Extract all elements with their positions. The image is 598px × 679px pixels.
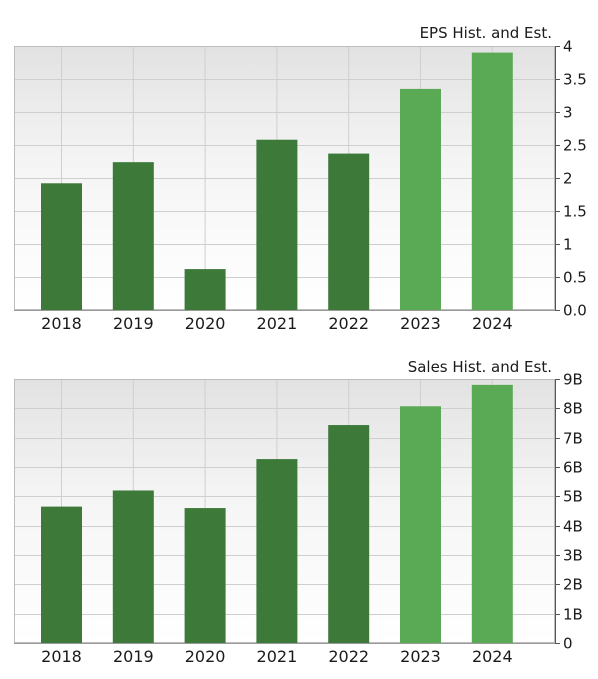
eps-bar-2019 [112,162,154,310]
sales-bar-2024 [471,384,513,643]
eps-y-tick-label: 0.5 [563,269,587,287]
eps-category-label: 2021 [257,314,298,333]
sales-y-tick-label: 9B [563,371,583,389]
sales-category-label: 2023 [400,647,441,666]
sales-y-tick-label: 5B [563,488,583,506]
sales-category-label: 2022 [328,647,369,666]
eps-bar-2018 [41,183,82,310]
eps-bar-2022 [328,153,370,310]
sales-category-label: 2021 [257,647,298,666]
sales-bar-2020 [184,508,226,643]
eps-bar-2024 [471,52,513,310]
eps-y-tick-label: 2.5 [563,137,587,155]
sales-y-tick-label: 8B [563,400,583,418]
sales-category-label: 2018 [41,647,82,666]
eps-y-tick-label: 0.0 [563,302,587,320]
sales-y-tick-label: 4B [563,518,583,536]
eps-category-label: 2024 [472,314,513,333]
sales-y-tick-label: 6B [563,459,583,477]
eps-category-label: 2020 [185,314,226,333]
eps-y-tick-label: 1.5 [563,203,587,221]
sales-bar-2021 [256,459,298,643]
eps-y-tick-label: 1 [563,236,573,254]
sales-bar-2018 [41,506,82,643]
eps-bar-2021 [256,139,298,310]
eps-chart-title: EPS Hist. and Est. [420,24,552,42]
sales-y-tick-label: 1B [563,606,583,624]
eps-y-tick-label: 2 [563,170,573,188]
eps-bar-2020 [184,269,226,310]
sales-y-tick-label: 2B [563,576,583,594]
eps-bar-2023 [400,88,441,311]
eps-category-label: 2019 [113,314,154,333]
sales-bar-2022 [328,425,370,643]
sales-bar-2023 [400,406,441,643]
eps-category-label: 2022 [328,314,369,333]
eps-y-tick-label: 4 [563,38,573,56]
sales-y-tick-label: 0 [563,635,573,653]
sales-y-tick-label: 7B [563,430,583,448]
sales-category-label: 2024 [472,647,513,666]
eps-category-label: 2018 [41,314,82,333]
sales-chart-title: Sales Hist. and Est. [408,358,552,376]
sales-bar-2019 [112,490,154,643]
eps-y-tick-label: 3 [563,104,573,122]
sales-category-label: 2020 [185,647,226,666]
sales-y-tick-label: 3B [563,547,583,565]
sales-category-label: 2019 [113,647,154,666]
eps-y-tick-label: 3.5 [563,71,587,89]
eps-category-label: 2023 [400,314,441,333]
